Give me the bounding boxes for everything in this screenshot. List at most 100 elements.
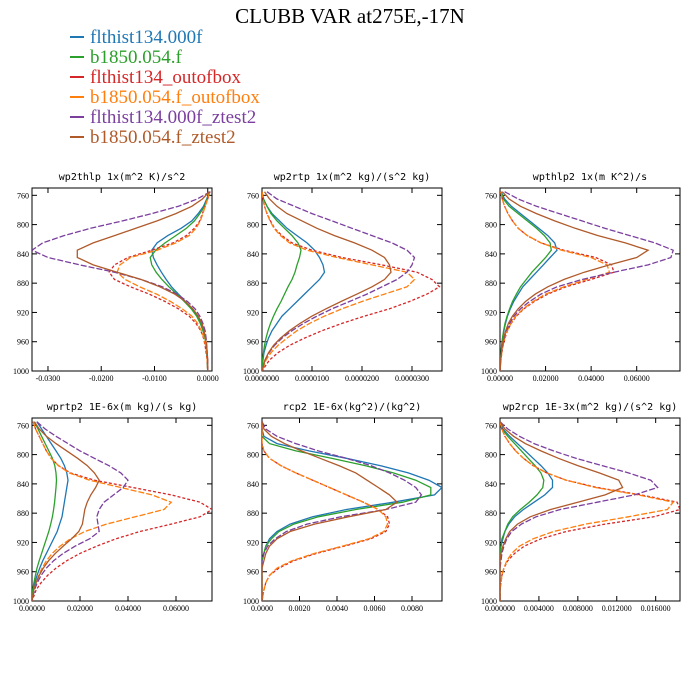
series-line [32, 421, 69, 601]
series-group [500, 191, 675, 371]
figure-title: CLUBB VAR at275E,-17N [235, 4, 465, 28]
plot-frame [261, 187, 443, 372]
series-line [108, 191, 211, 371]
y-tick-label: 840 [485, 250, 497, 259]
series-line [32, 421, 212, 601]
x-tick-label: 0.0040 [326, 604, 348, 613]
y-tick-label: 760 [17, 421, 29, 430]
panel-title: rcp2 1E-6x(kg^2)/(kg^2) [283, 402, 421, 413]
series-group [262, 191, 441, 371]
y-tick-label: 960 [247, 568, 259, 577]
x-tick-label: 0.0000300 [395, 374, 429, 383]
legend-item: flthist134_outofbox [70, 68, 260, 88]
series-line [500, 421, 624, 601]
y-tick-label: 880 [17, 509, 29, 518]
x-tick-label: 0.02000 [533, 374, 559, 383]
y-tick-label: 760 [247, 421, 259, 430]
y-tick-label: 1000 [13, 597, 29, 606]
series-line [262, 191, 441, 371]
y-tick-label: 880 [247, 509, 259, 518]
y-tick-label: 760 [485, 421, 497, 430]
x-tick-label: 0.00000 [487, 374, 513, 383]
x-tick-label: 0.0000200 [345, 374, 379, 383]
legend: flthist134.000f b1850.054.f flthist134_o… [70, 28, 260, 148]
x-tick-label: 0.0000 [197, 374, 219, 383]
y-tick-label: 920 [485, 308, 497, 317]
y-tick-label: 920 [485, 538, 497, 547]
x-tick-label: 0.0000100 [295, 374, 329, 383]
series-line [500, 421, 554, 601]
x-tick-label: 0.008000 [563, 604, 593, 613]
panel-title: wp2thlp 1x(m^2 K)/s^2 [59, 172, 185, 183]
series-group [32, 191, 211, 371]
legend-item: flthist134.000f_ztest2 [70, 108, 260, 128]
panel-title: wprtp2 1E-6x(m kg)/(s kg) [47, 402, 198, 413]
y-tick-label: 880 [247, 279, 259, 288]
series-line [500, 191, 611, 371]
y-tick-label: 840 [17, 250, 29, 259]
x-tick-label: 0.04000 [578, 374, 604, 383]
y-tick-label: 800 [17, 451, 29, 460]
x-tick-label: 0.0060 [364, 604, 386, 613]
x-tick-label: 0.0020 [289, 604, 311, 613]
plot-frame [31, 187, 213, 372]
x-tick-label: -0.0100 [142, 374, 167, 383]
x-tick-label: 0.0000 [251, 604, 273, 613]
plot-frame [499, 417, 681, 602]
panel-title: wp2rtp 1x(m^2 kg)/(s^2 kg) [274, 172, 431, 183]
y-tick-label: 920 [247, 538, 259, 547]
x-tick-label: 0.004000 [524, 604, 554, 613]
x-tick-label: 0.0080 [401, 604, 423, 613]
panel: wp2rtp 1x(m^2 kg)/(s^2 kg) 760 800 840 880 92… [243, 172, 443, 383]
series-line [500, 421, 659, 601]
y-tick-label: 960 [17, 338, 29, 347]
series-line [262, 191, 302, 371]
panel-title: wp2rcp 1E-3x(m^2 kg)/(s^2 kg) [503, 402, 678, 413]
y-tick-label: 1000 [13, 367, 29, 376]
legend-swatch [70, 135, 84, 138]
panel: wp2rcp 1E-3x(m^2 kg)/(s^2 kg) 760 800 840 88… [481, 402, 681, 613]
x-tick-label: 0.016000 [641, 604, 671, 613]
y-tick-label: 960 [17, 568, 29, 577]
series-line [500, 191, 552, 371]
legend-label: b1850.054.f_ztest2 [90, 127, 236, 148]
x-tick-label: -0.0200 [89, 374, 114, 383]
legend-swatch [70, 35, 84, 38]
y-tick-label: 1000 [481, 367, 497, 376]
y-tick-label: 760 [17, 191, 29, 200]
panel-title: wpthlp2 1x(m K^2)/s [533, 172, 647, 183]
legend-label: flthist134.000f [90, 27, 203, 48]
series-group [32, 421, 212, 601]
y-tick-label: 840 [247, 250, 259, 259]
legend-label: b1850.054.f_outofbox [90, 87, 260, 108]
x-tick-label: 0.00000 [19, 604, 45, 613]
panel: wprtp2 1E-6x(m kg)/(s kg) 760 800 840 880 920… [13, 402, 213, 613]
x-tick-label: 0.02000 [67, 604, 93, 613]
y-tick-label: 760 [485, 191, 497, 200]
y-tick-label: 840 [485, 480, 497, 489]
series-line [500, 191, 650, 371]
legend-item: flthist134.000f [70, 28, 260, 48]
legend-swatch [70, 75, 84, 78]
series-line [500, 421, 545, 601]
series-line [262, 421, 442, 601]
y-tick-label: 920 [247, 308, 259, 317]
y-tick-label: 1000 [243, 597, 259, 606]
legend-label: flthist134_outofbox [90, 67, 241, 88]
y-tick-label: 960 [247, 338, 259, 347]
x-tick-label: 0.06000 [163, 604, 189, 613]
series-line [262, 191, 326, 371]
series-line [32, 421, 100, 601]
y-tick-label: 800 [485, 451, 497, 460]
panel: wp2thlp 1x(m^2 K)/s^2 760 800 840 880 920 960 1… [13, 172, 219, 383]
plot-frame [261, 417, 443, 602]
series-line [262, 191, 392, 371]
legend-swatch [70, 95, 84, 98]
series-line [262, 421, 399, 601]
panel: wpthlp2 1x(m K^2)/s 760 800 840 880 920 960 100… [481, 172, 681, 383]
legend-swatch [70, 115, 84, 118]
y-tick-label: 920 [17, 308, 29, 317]
y-tick-label: 760 [247, 191, 259, 200]
y-tick-label: 960 [485, 338, 497, 347]
panel: rcp2 1E-6x(kg^2)/(kg^2) 760 800 840 880 920 96… [243, 402, 443, 613]
